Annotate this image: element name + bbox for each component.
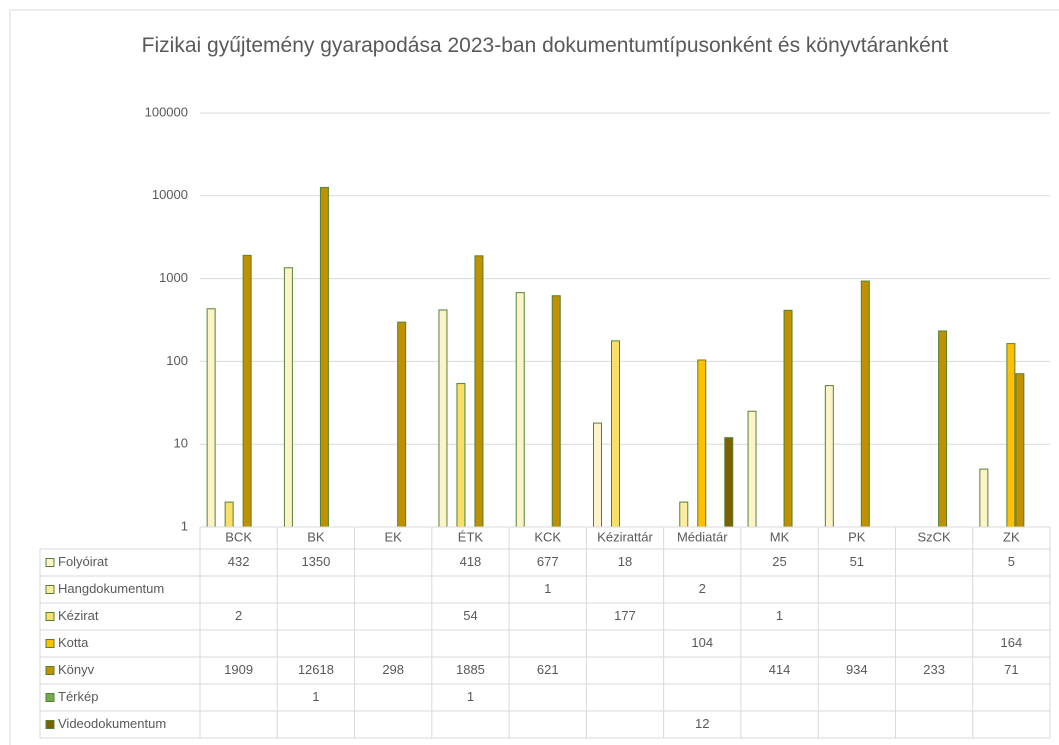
bar	[1015, 373, 1025, 528]
bar	[242, 254, 252, 528]
bar	[783, 309, 793, 528]
y-tick-label: 1000	[159, 270, 188, 285]
table-value: 164	[1001, 635, 1023, 650]
table-value: 1885	[456, 662, 485, 677]
table-value: 51	[850, 554, 864, 569]
table-value: 1	[467, 689, 474, 704]
bar	[224, 501, 234, 528]
table-value: 1350	[301, 554, 330, 569]
legend-key	[45, 585, 55, 594]
table-value: 2	[699, 581, 706, 596]
bar	[724, 437, 734, 528]
y-tick-label: 10	[174, 436, 188, 451]
legend-key	[45, 720, 55, 729]
bar	[979, 468, 989, 528]
x-tick-label: ZK	[1003, 529, 1020, 544]
table-value: 18	[618, 554, 632, 569]
bar	[747, 410, 757, 528]
legend-label: Hangdokumentum	[58, 581, 164, 596]
chart-title: Fizikai gyűjtemény gyarapodása 2023-ban …	[141, 34, 949, 57]
x-tick-label: KCK	[534, 529, 561, 544]
table-value: 2	[235, 608, 242, 623]
bar	[593, 422, 602, 528]
bar	[319, 186, 329, 528]
bar	[824, 385, 834, 528]
bar	[515, 292, 525, 528]
bar	[438, 309, 448, 528]
chart-border	[9, 9, 1059, 745]
legend-label: Térkép	[58, 689, 98, 704]
legend-key	[45, 612, 55, 621]
legend-key	[45, 666, 55, 675]
bar	[551, 295, 561, 528]
table-value: 1909	[224, 662, 253, 677]
table-value: 5	[1008, 554, 1015, 569]
bar	[206, 308, 216, 528]
bar	[456, 383, 466, 528]
x-tick-label: PK	[848, 529, 866, 544]
table-value: 177	[614, 608, 636, 623]
table-value: 1	[312, 689, 319, 704]
x-tick-label: MK	[770, 529, 790, 544]
table-value: 12618	[298, 662, 334, 677]
bar	[938, 330, 948, 528]
bar	[679, 501, 689, 528]
table-value: 621	[537, 662, 559, 677]
legend-label: Videodokumentum	[58, 716, 166, 731]
x-tick-label: SzCK	[917, 529, 951, 544]
bar	[697, 359, 707, 528]
bar	[283, 267, 293, 528]
table-value: 25	[772, 554, 786, 569]
y-tick-label: 100	[166, 353, 188, 368]
legend-label: Folyóirat	[58, 554, 108, 569]
table-value: 104	[691, 635, 713, 650]
table-value: 233	[923, 662, 945, 677]
table-value: 418	[460, 554, 482, 569]
x-tick-label: BK	[307, 529, 325, 544]
bar	[611, 340, 620, 528]
x-tick-label: EK	[385, 529, 403, 544]
legend-label: Könyv	[58, 662, 95, 677]
bar	[1006, 343, 1016, 528]
legend-key	[45, 639, 55, 648]
table-value: 71	[1004, 662, 1018, 677]
x-tick-label: ÉTK	[458, 529, 484, 544]
x-tick-label: BCK	[225, 529, 252, 544]
table-value: 432	[228, 554, 250, 569]
x-tick-label: Médiatár	[677, 529, 728, 544]
table-value: 677	[537, 554, 559, 569]
bar	[860, 280, 870, 528]
bar	[397, 321, 407, 528]
table-value: 54	[463, 608, 477, 623]
legend-label: Kézirat	[58, 608, 99, 623]
table-value: 298	[382, 662, 404, 677]
table-value: 12	[695, 716, 709, 731]
bar	[474, 255, 484, 528]
table-value: 414	[769, 662, 791, 677]
y-tick-label: 100000	[145, 104, 188, 119]
legend-key	[45, 693, 55, 702]
table-value: 1	[776, 608, 783, 623]
x-tick-label: Kézirattár	[597, 529, 653, 544]
y-tick-label: 1	[181, 518, 188, 533]
y-tick-label: 10000	[152, 187, 188, 202]
table-value: 1	[544, 581, 551, 596]
legend-key	[45, 558, 55, 567]
legend-label: Kotta	[58, 635, 89, 650]
table-value: 934	[846, 662, 868, 677]
